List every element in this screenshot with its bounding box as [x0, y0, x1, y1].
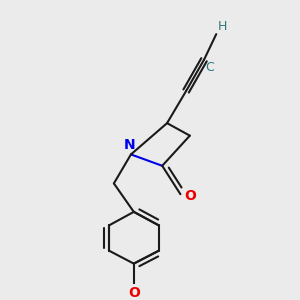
Text: C: C — [206, 61, 214, 74]
Text: H: H — [218, 20, 227, 33]
Text: O: O — [128, 286, 140, 300]
Text: N: N — [124, 138, 135, 152]
Text: O: O — [185, 189, 197, 203]
